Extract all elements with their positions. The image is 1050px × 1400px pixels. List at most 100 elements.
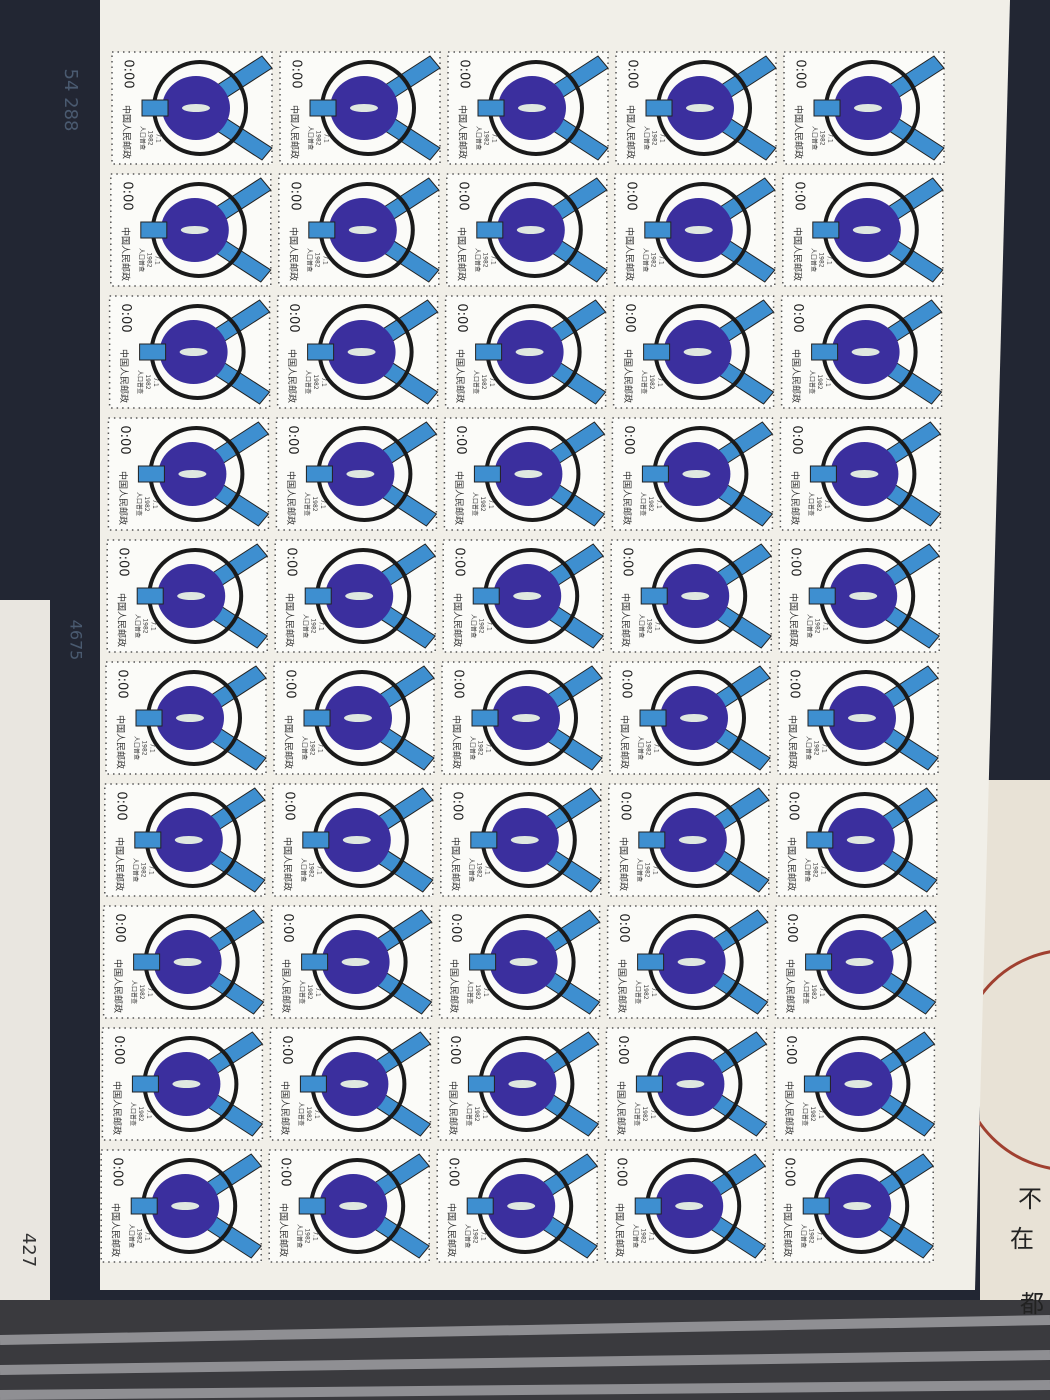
stem (139, 343, 167, 361)
stem (635, 1075, 663, 1093)
stamp-value: 0:00 (280, 913, 295, 942)
stem (475, 343, 503, 361)
stem (640, 587, 668, 605)
stamp-date: 7.1 (486, 621, 493, 631)
stamp-year: 1982 (651, 130, 658, 145)
stem (140, 221, 168, 239)
stamp-country: 中国人民邮政 (285, 471, 297, 525)
stem (135, 709, 163, 727)
stamp: 0:00 中国人民邮政 人口普查 1982 7.1 (276, 295, 439, 409)
stamp-value: 0:00 (788, 547, 803, 576)
figure (848, 714, 876, 722)
stamp-caption: 人口普查 (134, 614, 142, 638)
stamp-caption: 人口普查 (803, 858, 811, 882)
stem (141, 99, 169, 117)
figure (515, 348, 544, 356)
stamp-country: 中国人民邮政 (622, 349, 634, 403)
stamp: 0:00 中国人民邮政 人口普查 1982 7.1 (611, 417, 774, 531)
stem (305, 465, 333, 483)
stamp-value: 0:00 (110, 1157, 125, 1186)
stem (638, 831, 666, 849)
margin-number: 4675 (67, 620, 86, 661)
stamp-date: 7.1 (320, 377, 327, 387)
figure (182, 104, 210, 112)
figure (512, 714, 540, 722)
stamp-year: 1982 (641, 1106, 648, 1121)
stem (811, 343, 839, 361)
figure (681, 592, 710, 600)
figure (177, 592, 206, 600)
stamp-value: 0:00 (784, 913, 799, 942)
stamp-year: 1982 (145, 252, 152, 267)
stamp-caption: 人口普查 (802, 980, 810, 1004)
stamp-year: 1982 (473, 1106, 480, 1121)
stamp-date: 7.1 (319, 499, 326, 509)
stamp-date: 7.1 (827, 133, 834, 143)
stamp: 0:00 中国人民邮政 人口普查 1982 7.1 (436, 1149, 598, 1263)
stamp-country: 中国人民邮政 (617, 837, 629, 891)
stem (805, 953, 833, 971)
stamp-date: 7.1 (656, 377, 663, 387)
stem (803, 1075, 831, 1093)
stamp: 0:00 中国人民邮政 人口普查 1982 7.1 (773, 1027, 936, 1141)
figure (340, 1080, 369, 1088)
stamp-caption: 人口普查 (307, 126, 315, 150)
stamp: 0:00 中国人民邮政 人口普查 1982 7.1 (274, 539, 436, 653)
stamp-value: 0:00 (289, 59, 304, 88)
stamp-caption: 人口普查 (809, 248, 817, 272)
stamp-year: 1982 (811, 862, 818, 877)
stamp-caption: 人口普查 (475, 126, 483, 150)
stamp: 0:00 中国人民邮政 人口普查 1982 7.1 (111, 51, 273, 165)
stamp-date: 7.1 (153, 255, 160, 265)
stem (467, 1075, 495, 1093)
stamp-caption: 人口普查 (637, 736, 645, 760)
stem (130, 1197, 158, 1215)
stamp-date: 7.1 (485, 743, 492, 753)
stamp-country: 中国人民邮政 (457, 105, 469, 159)
stamp-value: 0:00 (785, 791, 800, 820)
figure (178, 470, 207, 478)
stamp-date: 7.1 (152, 377, 159, 387)
stamp: 0:00 中国人民邮政 人口普查 1982 7.1 (106, 539, 268, 653)
stamp-value: 0:00 (447, 1035, 462, 1064)
stamp-caption: 人口普查 (302, 614, 310, 638)
stamp-country: 中国人民邮政 (446, 1203, 458, 1257)
stamp-year: 1982 (640, 1228, 647, 1243)
stamp: 0:00 中国人民邮政 人口普查 1982 7.1 (100, 1149, 262, 1263)
stamp-year: 1982 (481, 252, 488, 267)
stamp-date: 7.1 (822, 621, 829, 631)
stamp-year: 1982 (479, 496, 486, 511)
stamp-country: 中国人民邮政 (454, 349, 466, 403)
stem (476, 221, 504, 239)
stamp-date: 7.1 (480, 1231, 487, 1241)
stamp-year: 1982 (304, 1228, 311, 1243)
stem (643, 343, 671, 361)
stamp-value: 0:00 (790, 303, 805, 332)
stamp-value: 0:00 (115, 669, 130, 698)
stem (472, 587, 500, 605)
stem (133, 953, 161, 971)
stamp-caption: 人口普查 (466, 980, 474, 1004)
margin-number: 54 288 (60, 69, 81, 132)
stamp: 0:00 中国人民邮政 人口普查 1982 7.1 (780, 295, 943, 409)
figure (174, 836, 203, 844)
stamp-country: 中国人民邮政 (621, 471, 633, 525)
figure (854, 104, 882, 112)
stamp-year: 1982 (813, 740, 820, 755)
figure (851, 348, 880, 356)
stamp-caption: 人口普查 (808, 370, 816, 394)
stem (806, 831, 834, 849)
stamp-year: 1982 (643, 862, 650, 877)
stamp-year: 1982 (144, 374, 151, 389)
stamp-date: 7.1 (151, 499, 158, 509)
stamp-value: 0:00 (281, 791, 296, 820)
stem (813, 99, 841, 117)
stamp-year: 1982 (313, 252, 320, 267)
stamp-year: 1982 (306, 984, 313, 999)
stem (303, 709, 331, 727)
stamp-year: 1982 (307, 862, 314, 877)
stamp-value: 0:00 (622, 303, 637, 332)
stamp-caption: 人口普查 (805, 736, 813, 760)
stamp-date: 7.1 (657, 255, 664, 265)
